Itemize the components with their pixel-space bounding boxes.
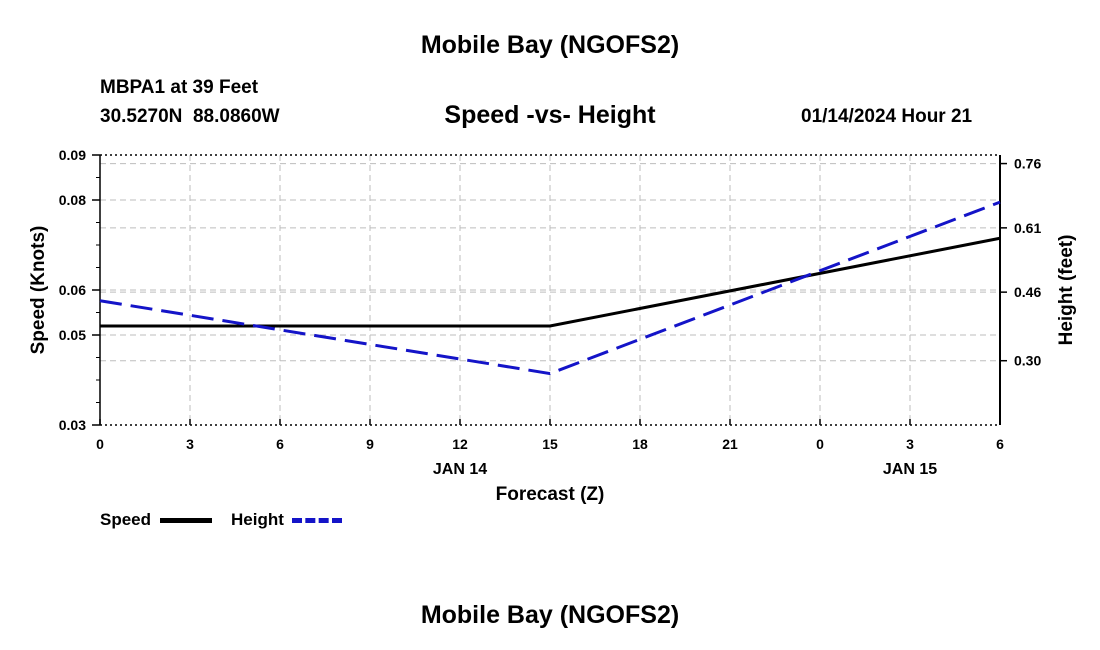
axis-labels: 0 3 6 9 12 15 18 21 0 3 6 JAN 14 JAN 15 0.03 0.05 0.06 0… — [59, 147, 1042, 478]
x-tick-label: 0 — [96, 436, 104, 452]
x-tick-label: 9 — [366, 436, 374, 452]
y-tick-label: 0.06 — [59, 282, 86, 298]
legend-height-line — [292, 518, 342, 523]
series — [99, 200, 1001, 376]
y-tick-label: 0.08 — [59, 192, 86, 208]
y2-tick-label: 0.46 — [1014, 284, 1041, 300]
y-axis-title: Speed (Knots) — [28, 226, 49, 355]
y-tick-label: 0.03 — [59, 417, 86, 433]
chart-title: Speed -vs- Height — [444, 101, 656, 129]
x-tick-label: 3 — [186, 436, 194, 452]
y-tick-label: 0.05 — [59, 327, 86, 343]
x-tick-label: 3 — [906, 436, 914, 452]
legend-speed-label: Speed — [100, 510, 152, 529]
station-label: MBPA1 at 39 Feet — [100, 77, 259, 98]
x-tick-label: 18 — [632, 436, 648, 452]
y-tick-label: 0.09 — [59, 147, 86, 163]
x-tick-label: 6 — [996, 436, 1004, 452]
x-date-label: JAN 14 — [433, 461, 487, 478]
x-tick-label: 6 — [276, 436, 284, 452]
y2-tick-label: 0.76 — [1014, 156, 1041, 172]
y2-tick-label: 0.61 — [1014, 220, 1041, 236]
datetime-label: 01/14/2024 Hour 21 — [801, 106, 973, 127]
coordinates-label: 30.5270N 88.0860W — [100, 106, 280, 127]
x-date-label: JAN 15 — [883, 461, 937, 478]
series-speed-line — [100, 236, 1001, 328]
y2-tick-label: 0.30 — [1014, 353, 1041, 369]
footer-title: Mobile Bay (NGOFS2) — [420, 601, 680, 629]
y2-axis-title: Height (feet) — [1056, 235, 1077, 346]
x-tick-label: 15 — [542, 436, 558, 452]
axis-ticks — [92, 154, 1007, 426]
page-title: Mobile Bay (NGOFS2) — [420, 31, 680, 59]
x-axis-title: Forecast (Z) — [496, 484, 605, 505]
x-tick-label: 0 — [816, 436, 824, 452]
grid — [100, 155, 1000, 425]
x-tick-label: 12 — [452, 436, 468, 452]
legend-speed-line — [160, 518, 212, 523]
legend-height-label: Height — [231, 510, 284, 529]
x-tick-label: 21 — [722, 436, 738, 452]
series-height-line — [99, 200, 1001, 376]
